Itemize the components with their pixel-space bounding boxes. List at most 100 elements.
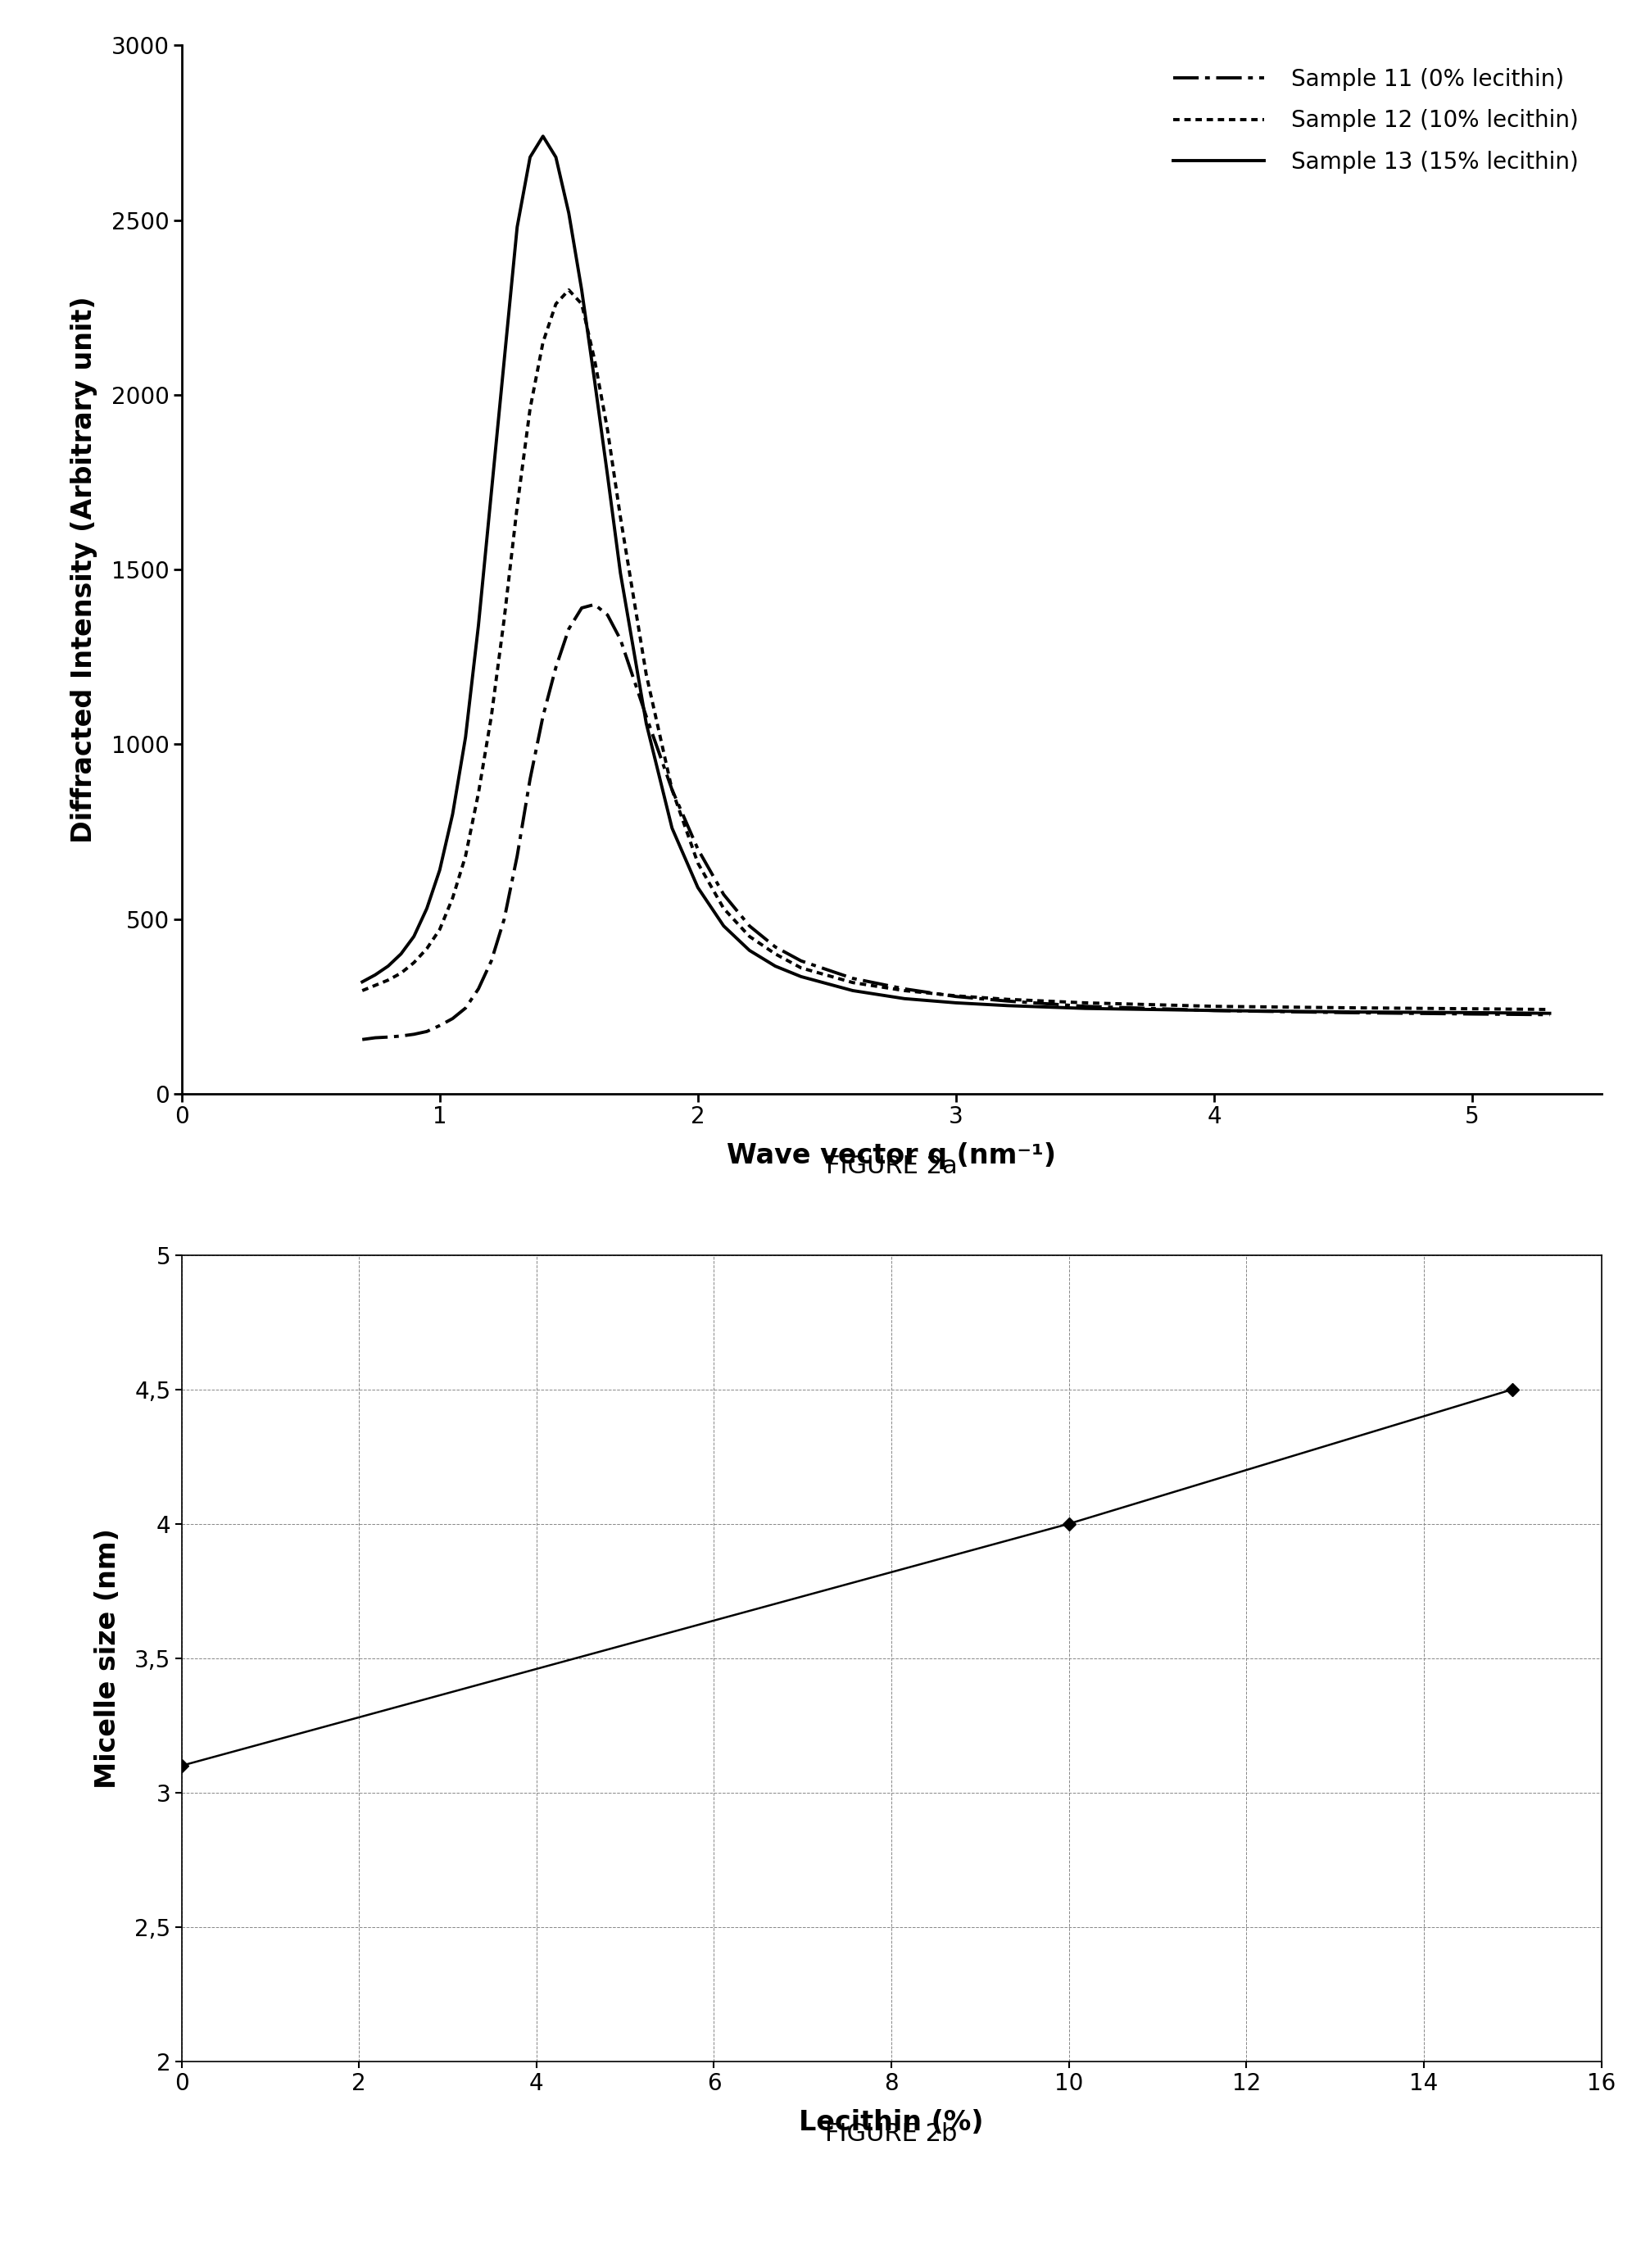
X-axis label: Lecithin (%): Lecithin (%) [799, 2109, 983, 2136]
Sample 13 (15% lecithin) [455, 723, 475, 751]
Sample 11 (0% lecithin) [1539, 1000, 1559, 1027]
Sample 11 (0% lecithin) [894, 975, 914, 1002]
Sample 11 (0% lecithin) [945, 982, 965, 1009]
Sample 13 (15% lecithin) [739, 937, 759, 964]
Sample 12 (10% lecithin) [469, 780, 488, 807]
Sample 13 (15% lecithin) [1333, 998, 1353, 1025]
Text: FIGURE 2a: FIGURE 2a [825, 1154, 957, 1177]
Sample 12 (10% lecithin) [391, 959, 411, 987]
Line: Sample 11 (0% lecithin): Sample 11 (0% lecithin) [361, 606, 1549, 1039]
Sample 13 (15% lecithin) [997, 991, 1016, 1018]
Sample 13 (15% lecithin) [571, 277, 591, 304]
Sample 11 (0% lecithin) [1203, 998, 1223, 1025]
Y-axis label: Diffracted Intensity (Arbitrary unit): Diffracted Intensity (Arbitrary unit) [71, 297, 97, 844]
Sample 11 (0% lecithin) [391, 1023, 411, 1050]
Sample 13 (15% lecithin) [429, 857, 449, 885]
Y-axis label: Micelle size (nm): Micelle size (nm) [94, 1529, 120, 1789]
Sample 13 (15% lecithin) [597, 463, 617, 490]
Sample 13 (15% lecithin) [351, 968, 371, 996]
Sample 13 (15% lecithin) [546, 143, 566, 170]
Sample 12 (10% lecithin) [482, 703, 502, 730]
Sample 11 (0% lecithin) [493, 905, 513, 932]
Sample 13 (15% lecithin) [1074, 996, 1094, 1023]
Text: FIGURE 2b: FIGURE 2b [825, 2123, 957, 2146]
Sample 13 (15% lecithin) [584, 367, 604, 395]
Sample 11 (0% lecithin) [429, 1012, 449, 1039]
Sample 13 (15% lecithin) [417, 896, 437, 923]
X-axis label: Wave vector q (nm⁻¹): Wave vector q (nm⁻¹) [726, 1143, 1056, 1170]
Sample 12 (10% lecithin) [455, 841, 475, 869]
Sample 12 (10% lecithin) [442, 885, 462, 912]
Sample 13 (15% lecithin) [635, 710, 655, 737]
Sample 13 (15% lecithin) [688, 873, 708, 900]
Sample 11 (0% lecithin) [455, 993, 475, 1021]
Sample 12 (10% lecithin) [1074, 989, 1094, 1016]
Sample 11 (0% lecithin) [688, 835, 708, 862]
Sample 12 (10% lecithin) [1203, 993, 1223, 1021]
Sample 11 (0% lecithin) [1462, 1000, 1482, 1027]
Sample 12 (10% lecithin) [533, 329, 553, 356]
Sample 11 (0% lecithin) [365, 1025, 384, 1052]
Sample 12 (10% lecithin) [713, 896, 733, 923]
Sample 11 (0% lecithin) [766, 934, 785, 962]
Sample 13 (15% lecithin) [469, 612, 488, 640]
Sample 13 (15% lecithin) [766, 953, 785, 980]
Sample 13 (15% lecithin) [1539, 1000, 1559, 1027]
Sample 11 (0% lecithin) [584, 592, 604, 619]
Sample 12 (10% lecithin) [559, 277, 579, 304]
Sample 11 (0% lecithin) [713, 880, 733, 907]
Sample 13 (15% lecithin) [520, 143, 540, 170]
Sample 13 (15% lecithin) [365, 962, 384, 989]
Sample 12 (10% lecithin) [520, 395, 540, 422]
Line: Sample 12 (10% lecithin): Sample 12 (10% lecithin) [361, 290, 1549, 1009]
Sample 11 (0% lecithin) [520, 767, 540, 794]
Sample 12 (10% lecithin) [739, 923, 759, 950]
Sample 11 (0% lecithin) [843, 964, 863, 991]
Sample 12 (10% lecithin) [1462, 996, 1482, 1023]
Sample 11 (0% lecithin) [417, 1018, 437, 1046]
Sample 11 (0% lecithin) [351, 1025, 371, 1052]
Sample 12 (10% lecithin) [404, 948, 424, 975]
Sample 13 (15% lecithin) [713, 912, 733, 939]
Sample 13 (15% lecithin) [945, 989, 965, 1016]
Sample 13 (15% lecithin) [391, 941, 411, 968]
Sample 12 (10% lecithin) [507, 492, 526, 519]
Sample 12 (10% lecithin) [688, 850, 708, 878]
Sample 12 (10% lecithin) [1539, 996, 1559, 1023]
Sample 11 (0% lecithin) [997, 987, 1016, 1014]
Sample 12 (10% lecithin) [365, 971, 384, 998]
Sample 12 (10% lecithin) [766, 941, 785, 968]
Sample 11 (0% lecithin) [1333, 998, 1353, 1025]
Sample 11 (0% lecithin) [546, 653, 566, 680]
Sample 11 (0% lecithin) [739, 912, 759, 939]
Sample 11 (0% lecithin) [662, 776, 681, 803]
Sample 12 (10% lecithin) [894, 978, 914, 1005]
Sample 12 (10% lecithin) [610, 503, 630, 531]
Sample 12 (10% lecithin) [597, 415, 617, 442]
Sample 13 (15% lecithin) [442, 801, 462, 828]
Sample 12 (10% lecithin) [843, 968, 863, 996]
Sample 12 (10% lecithin) [493, 606, 513, 633]
Sample 11 (0% lecithin) [404, 1021, 424, 1048]
Sample 11 (0% lecithin) [571, 594, 591, 621]
Sample 12 (10% lecithin) [945, 982, 965, 1009]
Sample 13 (15% lecithin) [493, 347, 513, 374]
Line: Sample 13 (15% lecithin): Sample 13 (15% lecithin) [361, 136, 1549, 1014]
Sample 11 (0% lecithin) [533, 703, 553, 730]
Sample 13 (15% lecithin) [843, 978, 863, 1005]
Sample 12 (10% lecithin) [997, 987, 1016, 1014]
Sample 12 (10% lecithin) [584, 347, 604, 374]
Sample 13 (15% lecithin) [533, 122, 553, 150]
Sample 13 (15% lecithin) [378, 953, 398, 980]
Sample 13 (15% lecithin) [1462, 998, 1482, 1025]
Sample 11 (0% lecithin) [635, 703, 655, 730]
Sample 12 (10% lecithin) [571, 290, 591, 318]
Sample 11 (0% lecithin) [1074, 993, 1094, 1021]
Sample 11 (0% lecithin) [442, 1005, 462, 1032]
Sample 12 (10% lecithin) [351, 978, 371, 1005]
Sample 12 (10% lecithin) [1333, 993, 1353, 1021]
Sample 11 (0% lecithin) [597, 601, 617, 628]
Sample 12 (10% lecithin) [790, 955, 810, 982]
Sample 13 (15% lecithin) [507, 213, 526, 240]
Sample 11 (0% lecithin) [507, 841, 526, 869]
